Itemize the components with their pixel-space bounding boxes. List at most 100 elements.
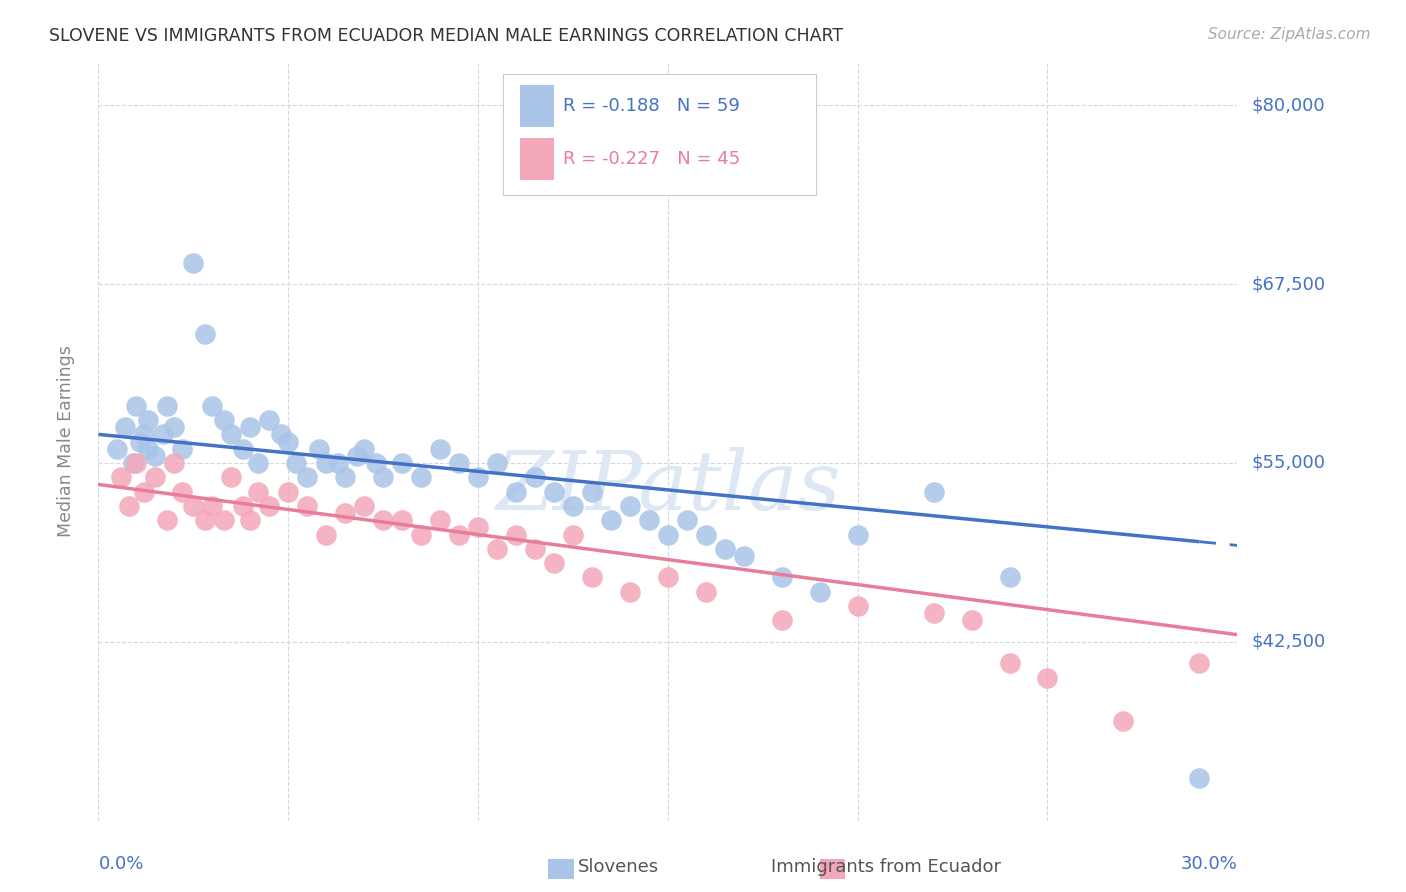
Text: Immigrants from Ecuador: Immigrants from Ecuador bbox=[770, 858, 1001, 876]
Point bbox=[201, 399, 224, 413]
Point bbox=[346, 449, 368, 463]
Point bbox=[411, 470, 433, 484]
Text: $80,000: $80,000 bbox=[1251, 96, 1324, 114]
Point bbox=[194, 327, 217, 342]
Point bbox=[505, 527, 527, 541]
Point bbox=[129, 434, 152, 449]
Point bbox=[657, 527, 679, 541]
Point bbox=[1188, 657, 1211, 671]
Point bbox=[163, 420, 186, 434]
Point bbox=[259, 499, 281, 513]
Point bbox=[132, 427, 155, 442]
Point bbox=[543, 556, 565, 570]
Point bbox=[657, 570, 679, 584]
Point bbox=[183, 499, 205, 513]
Point bbox=[922, 484, 945, 499]
Point bbox=[114, 420, 136, 434]
Point bbox=[221, 470, 243, 484]
Point bbox=[524, 470, 547, 484]
Point bbox=[770, 613, 793, 627]
Point bbox=[449, 456, 471, 470]
Point bbox=[353, 442, 375, 456]
Point bbox=[297, 470, 319, 484]
Point bbox=[201, 499, 224, 513]
Point bbox=[259, 413, 281, 427]
Text: $42,500: $42,500 bbox=[1251, 632, 1326, 651]
Point bbox=[308, 442, 330, 456]
Point bbox=[1112, 714, 1135, 728]
FancyBboxPatch shape bbox=[520, 138, 554, 180]
Point bbox=[270, 427, 292, 442]
Point bbox=[1188, 771, 1211, 785]
Point bbox=[163, 456, 186, 470]
Point bbox=[145, 449, 167, 463]
Point bbox=[246, 456, 269, 470]
Text: SLOVENE VS IMMIGRANTS FROM ECUADOR MEDIAN MALE EARNINGS CORRELATION CHART: SLOVENE VS IMMIGRANTS FROM ECUADOR MEDIA… bbox=[49, 27, 844, 45]
Point bbox=[391, 456, 413, 470]
Point bbox=[183, 256, 205, 270]
Point bbox=[170, 484, 193, 499]
Point bbox=[246, 484, 269, 499]
Point bbox=[335, 506, 357, 520]
Point bbox=[846, 599, 869, 613]
Text: Slovenes: Slovenes bbox=[578, 858, 659, 876]
Point bbox=[429, 442, 451, 456]
FancyBboxPatch shape bbox=[520, 85, 554, 127]
FancyBboxPatch shape bbox=[503, 74, 815, 195]
Point bbox=[998, 657, 1021, 671]
Text: R = -0.188   N = 59: R = -0.188 N = 59 bbox=[562, 96, 740, 115]
Point bbox=[156, 513, 179, 527]
Point bbox=[486, 541, 509, 556]
Point bbox=[239, 420, 262, 434]
Point bbox=[486, 456, 509, 470]
Point bbox=[638, 513, 661, 527]
Point bbox=[194, 513, 217, 527]
Point bbox=[239, 513, 262, 527]
Point bbox=[315, 456, 337, 470]
Point bbox=[277, 434, 299, 449]
Point bbox=[676, 513, 699, 527]
Point bbox=[326, 456, 349, 470]
Text: $67,500: $67,500 bbox=[1251, 275, 1326, 293]
Point bbox=[170, 442, 193, 456]
Point bbox=[152, 427, 174, 442]
Point bbox=[125, 399, 148, 413]
Point bbox=[695, 527, 717, 541]
Point bbox=[221, 427, 243, 442]
Point bbox=[543, 484, 565, 499]
Point bbox=[212, 513, 235, 527]
Point bbox=[449, 527, 471, 541]
Text: ZIPatlas: ZIPatlas bbox=[495, 447, 841, 527]
Point bbox=[107, 442, 129, 456]
Point bbox=[733, 549, 755, 563]
Point bbox=[121, 456, 143, 470]
Point bbox=[467, 470, 489, 484]
Point bbox=[125, 456, 148, 470]
Text: 0.0%: 0.0% bbox=[98, 855, 143, 873]
Point bbox=[277, 484, 299, 499]
Point bbox=[505, 484, 527, 499]
Point bbox=[232, 499, 254, 513]
Point bbox=[132, 484, 155, 499]
Point bbox=[714, 541, 737, 556]
Point bbox=[619, 584, 641, 599]
Y-axis label: Median Male Earnings: Median Male Earnings bbox=[56, 345, 75, 538]
Point bbox=[695, 584, 717, 599]
Point bbox=[808, 584, 831, 599]
Point bbox=[371, 513, 394, 527]
Point bbox=[922, 606, 945, 620]
Text: 30.0%: 30.0% bbox=[1181, 855, 1237, 873]
Point bbox=[524, 541, 547, 556]
Point bbox=[118, 499, 141, 513]
Point bbox=[619, 499, 641, 513]
Point bbox=[846, 527, 869, 541]
Point bbox=[600, 513, 623, 527]
Point bbox=[297, 499, 319, 513]
Point bbox=[145, 470, 167, 484]
Point bbox=[136, 413, 159, 427]
Point bbox=[998, 570, 1021, 584]
Point bbox=[212, 413, 235, 427]
Text: $55,000: $55,000 bbox=[1251, 454, 1326, 472]
Point bbox=[411, 527, 433, 541]
Point bbox=[315, 527, 337, 541]
